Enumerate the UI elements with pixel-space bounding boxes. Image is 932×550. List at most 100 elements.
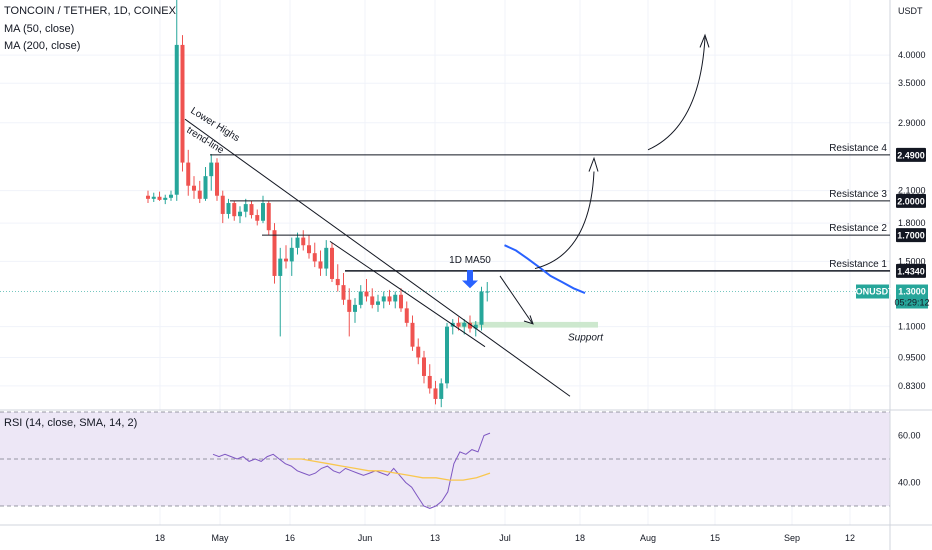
rsi-ma-line: [288, 458, 491, 481]
price-tick: 1.5000: [898, 256, 926, 266]
candle-body: [203, 176, 208, 199]
candle-body: [261, 203, 265, 221]
candle-body: [330, 247, 334, 279]
candle-body: [341, 285, 346, 300]
candle-body: [146, 195, 150, 199]
candle-body: [318, 261, 323, 269]
candle-body: [404, 308, 409, 323]
resistance-price-text: 1.7000: [897, 231, 925, 241]
projection-arrow-2: [647, 37, 706, 151]
candle-body: [439, 383, 444, 399]
candle-body: [278, 258, 283, 276]
candle-body: [243, 204, 248, 212]
resistance-price-tag: [896, 193, 926, 208]
ma200-legend[interactable]: MA (200, close): [4, 40, 81, 52]
ticker-tag: [856, 284, 889, 299]
candle-body: [416, 346, 421, 358]
candle-body: [335, 278, 340, 286]
candle-body: [301, 237, 306, 246]
resistance-label: Resistance 1: [829, 259, 887, 270]
support-label: Support: [568, 332, 604, 343]
candle-body: [485, 291, 490, 293]
support-zone[interactable]: [458, 321, 598, 328]
currency-label: USDT: [898, 6, 923, 16]
date-tick: 12: [845, 533, 855, 543]
candle-body: [192, 185, 196, 191]
date-tick: May: [211, 533, 229, 543]
ma50-legend[interactable]: MA (50, close): [4, 23, 75, 35]
date-tick: 15: [710, 533, 720, 543]
rsi-tick: 60.00: [898, 431, 921, 441]
resistance-label: Resistance 3: [829, 189, 887, 200]
candle-body: [209, 162, 214, 177]
date-tick: 18: [155, 533, 165, 543]
price-tick: 0.8300: [898, 381, 926, 391]
date-tick: 18: [575, 533, 585, 543]
candle-body: [163, 197, 168, 200]
candle-body: [220, 195, 225, 214]
date-axis[interactable]: 18 May 16 Jun 13 Jul 18 Aug 15 Sep 12: [155, 533, 855, 543]
candle-body: [249, 204, 254, 216]
candle-body: [427, 375, 432, 389]
candle-body: [479, 291, 484, 325]
candle-body: [473, 324, 478, 329]
resistance-price-text: 1.4340: [897, 266, 925, 276]
ma50-arrow-icon: [462, 270, 478, 289]
date-tick: 13: [430, 533, 440, 543]
current-price-tag: [896, 284, 928, 309]
candle-body: [169, 194, 173, 198]
candle-body: [180, 44, 185, 163]
candle-body: [226, 203, 231, 214]
resistance-label: Resistance 4: [829, 143, 887, 154]
candles: [146, 0, 490, 408]
candle-body: [307, 245, 311, 254]
trendline-2: [329, 240, 486, 348]
candle-body: [215, 162, 219, 196]
price-tick: 1.8000: [898, 218, 926, 228]
resistance-price-tag: [896, 263, 926, 278]
resistance-price-tag: [896, 147, 926, 162]
candle-body: [468, 322, 472, 329]
candle-body: [266, 203, 271, 231]
pullback-arrow: [499, 275, 533, 324]
candle-body: [272, 230, 277, 276]
date-tick: Sep: [784, 533, 800, 543]
resistance-label: Resistance 2: [829, 223, 887, 234]
candle-body: [364, 291, 369, 297]
price-axis[interactable]: USDT 4.0000 3.5000 2.9000 2.1000 1.8000 1.5000…: [850, 6, 929, 488]
symbol-title[interactable]: TONCOIN / TETHER, 1D, COINEX: [4, 5, 176, 17]
candle-body: [353, 304, 357, 312]
date-tick: Aug: [640, 533, 656, 543]
lower-highs-trendline: [184, 118, 571, 397]
candle-body: [295, 237, 300, 248]
candle-body: [445, 326, 449, 384]
date-tick: Jun: [358, 533, 373, 543]
rsi-series: [212, 432, 491, 509]
price-tick: 3.5000: [898, 78, 926, 88]
candle-body: [381, 296, 386, 302]
candle-body: [284, 258, 288, 262]
resistance-price-text: 2.4900: [897, 150, 925, 160]
price-tick: 0.9500: [898, 352, 926, 362]
resistance-price-tag: [896, 228, 926, 243]
date-tick: Jul: [499, 533, 511, 543]
candle-body: [347, 299, 352, 312]
price-tick: 4.0000: [898, 50, 926, 60]
price-tick: 2.9000: [898, 118, 926, 128]
countdown-text: 05:29:12: [894, 298, 929, 308]
ma50-line: [504, 244, 586, 295]
projection-arrow-1-head: [588, 156, 599, 172]
pullback-arrow-head: [523, 315, 534, 325]
candle-body: [232, 203, 237, 217]
candle-body: [174, 44, 179, 195]
price-tick: 2.1000: [898, 186, 926, 196]
projection-arrow-1: [534, 171, 595, 270]
date-tick: 16: [285, 533, 295, 543]
candle-body: [399, 294, 403, 309]
price-tick: 1.1000: [898, 322, 926, 332]
candle-body: [376, 301, 380, 305]
candle-body: [456, 322, 461, 327]
ma50-label: 1D MA50: [449, 255, 491, 266]
rsi-legend[interactable]: RSI (14, close, SMA, 14, 2): [4, 417, 138, 429]
